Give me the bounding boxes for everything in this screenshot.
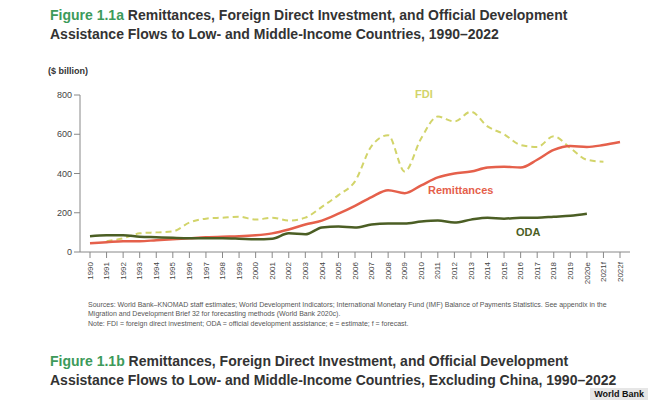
html-text:ODA: ODA — [516, 226, 541, 238]
html-text:World Bank: World Bank — [594, 389, 644, 399]
svg-text:2001: 2001 — [268, 261, 277, 279]
svg-text:2011: 2011 — [433, 261, 442, 279]
svg-text:2002: 2002 — [284, 261, 293, 279]
svg-text:2005: 2005 — [334, 261, 343, 279]
svg-text:2013: 2013 — [467, 261, 476, 279]
svg-text:200: 200 — [57, 208, 72, 218]
svg-text:400: 400 — [57, 169, 72, 179]
svg-text:1994: 1994 — [152, 261, 161, 279]
svg-text:2012: 2012 — [450, 261, 459, 279]
svg-text:0: 0 — [67, 247, 72, 257]
html-text:Note: FDI = foreign direct inv: Note: FDI = foreign direct investment; O… — [88, 319, 409, 327]
svg-text:2004: 2004 — [318, 261, 327, 279]
svg-text:600: 600 — [57, 129, 72, 139]
svg-text:1995: 1995 — [168, 261, 177, 279]
svg-text:800: 800 — [57, 90, 72, 100]
svg-text:2008: 2008 — [384, 261, 393, 279]
html-text:($ billion): ($ billion) — [48, 66, 88, 76]
svg-text:2010: 2010 — [417, 261, 426, 279]
svg-text:2009: 2009 — [400, 261, 409, 279]
svg-text:2019: 2019 — [566, 261, 575, 279]
svg-text:1997: 1997 — [202, 261, 211, 279]
svg-text:1999: 1999 — [235, 261, 244, 279]
svg-text:2016: 2016 — [516, 261, 525, 279]
html-text:Figure 1.1a Remittances, Forei: Figure 1.1a Remittances, Foreign Direct … — [50, 7, 568, 42]
svg-text:2021f: 2021f — [599, 261, 608, 282]
svg-text:1992: 1992 — [119, 261, 128, 279]
svg-text:2014: 2014 — [483, 261, 492, 279]
html-text:Sources: World Bank–KNOMAD sta: Sources: World Bank–KNOMAD staff estimat… — [88, 301, 607, 318]
html-text:FDI: FDI — [415, 88, 433, 100]
svg-text:2022f: 2022f — [616, 261, 625, 282]
svg-text:2006: 2006 — [351, 261, 360, 279]
svg-text:1998: 1998 — [218, 261, 227, 279]
svg-text:1990: 1990 — [86, 261, 95, 279]
svg-text:1996: 1996 — [185, 261, 194, 279]
svg-text:2020e: 2020e — [583, 261, 592, 284]
svg-text:2007: 2007 — [367, 261, 376, 279]
svg-text:2015: 2015 — [500, 261, 509, 279]
svg-text:2018: 2018 — [549, 261, 558, 279]
html-text:Figure 1.1b Remittances, Forei: Figure 1.1b Remittances, Foreign Direct … — [50, 353, 617, 388]
svg-text:1991: 1991 — [102, 261, 111, 279]
svg-text:1993: 1993 — [135, 261, 144, 279]
html-text:Remittances: Remittances — [428, 184, 494, 196]
svg-text:2000: 2000 — [251, 261, 260, 279]
svg-text:2003: 2003 — [301, 261, 310, 279]
svg-text:2017: 2017 — [533, 261, 542, 279]
